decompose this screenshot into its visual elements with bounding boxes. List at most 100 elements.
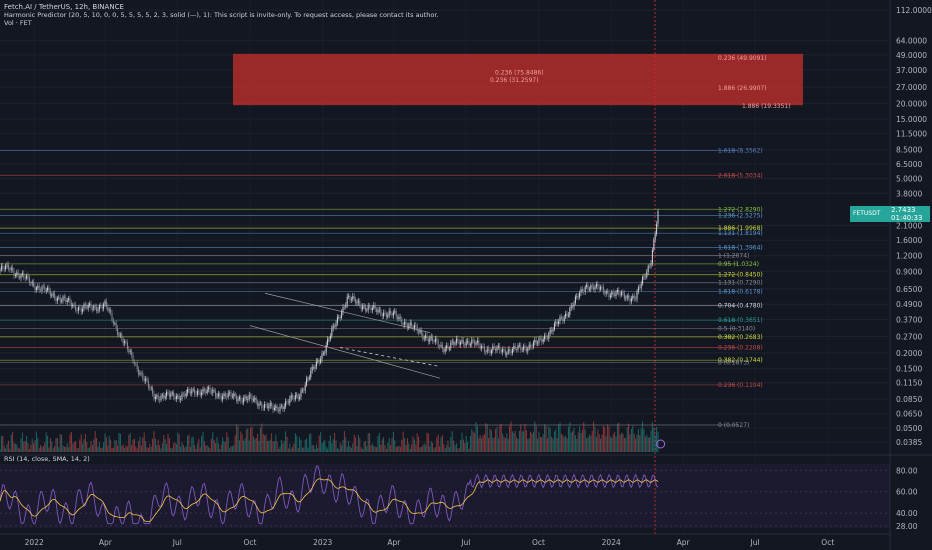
candle-body — [286, 401, 288, 402]
candle-body — [233, 393, 235, 397]
volume-bar — [350, 447, 352, 452]
volume-bar — [327, 448, 329, 452]
volume-bar — [441, 435, 443, 452]
volume-bar — [483, 434, 485, 452]
volume-bar — [0, 435, 2, 452]
volume-bar — [196, 443, 198, 452]
candle-body — [598, 287, 600, 290]
candle-body — [38, 286, 40, 290]
rsi-series — [0, 465, 659, 525]
symbol-title[interactable]: Fetch.AI / TetherUS, 12h, BINANCE — [4, 3, 124, 11]
candle-body — [616, 290, 618, 292]
candle-body — [345, 304, 347, 308]
candle-body — [458, 341, 460, 345]
volume-bar — [215, 443, 217, 452]
volume-bar — [121, 445, 123, 452]
volume-bar — [44, 442, 46, 452]
volume-bar — [390, 445, 392, 452]
volume-bar — [9, 448, 11, 452]
candle-body — [16, 272, 18, 275]
volume-bar — [301, 447, 303, 452]
volume-bar — [310, 433, 312, 452]
volume-bar — [275, 434, 277, 452]
candle-body — [6, 264, 8, 266]
volume-bar — [562, 434, 564, 452]
rsi-legend[interactable]: RSI (14, close, SMA, 14, 2) — [4, 455, 90, 463]
candles — [0, 208, 659, 415]
candle-body — [322, 353, 324, 354]
volume-bar — [346, 446, 348, 452]
harmonic-level-label: 0.382 (0.2683) — [718, 334, 763, 341]
candle-body — [360, 305, 362, 310]
candle-body — [328, 338, 330, 340]
candle-body — [485, 351, 487, 353]
indicator-legend[interactable]: Harmonic Predictor (20, 5, 10, 0, 0, 5, … — [4, 11, 439, 19]
volume-bar — [129, 432, 131, 452]
candle-body — [294, 395, 296, 400]
candle-body — [525, 348, 527, 352]
volume-bar — [16, 444, 18, 452]
candle-body — [576, 296, 578, 297]
volume-bar — [615, 436, 617, 452]
candle-body — [56, 297, 58, 302]
candle-body — [266, 404, 268, 409]
volume-bar — [220, 444, 222, 452]
candle-body — [107, 306, 109, 311]
volume-bar — [105, 437, 107, 452]
volume-bar — [289, 443, 291, 452]
candle-body — [476, 340, 478, 343]
volume-bar — [642, 421, 644, 452]
volume-bar — [187, 435, 189, 452]
candle-body — [258, 403, 260, 407]
volume-bar — [437, 434, 439, 452]
candle-body — [317, 360, 319, 362]
candle-body — [408, 325, 410, 328]
candle-body — [111, 312, 113, 321]
volume-bar — [13, 442, 15, 452]
volume-bar — [237, 426, 239, 452]
candle-body — [7, 264, 9, 270]
volume-bar — [464, 443, 466, 452]
volume-bar — [563, 436, 565, 452]
candle-body — [405, 321, 407, 325]
candle-body — [289, 398, 291, 404]
volume-bar — [163, 435, 165, 452]
candle-body — [215, 391, 217, 397]
volume-bar — [136, 448, 138, 452]
volume-bar — [349, 446, 351, 452]
price-tick-label: 64.0000 — [896, 36, 927, 45]
price-tick-label: 37.0000 — [896, 66, 927, 75]
candle-body — [516, 349, 518, 350]
candle-body — [189, 391, 191, 394]
candle-body — [224, 393, 226, 397]
candle-body — [254, 397, 256, 400]
volume-bar — [147, 448, 149, 452]
volume-bar — [297, 447, 299, 452]
candle-body — [584, 286, 586, 292]
volume-bar — [509, 426, 511, 452]
candle-body — [651, 250, 653, 264]
candle-body — [374, 305, 376, 309]
candle-body — [210, 391, 212, 393]
candle-body — [171, 392, 173, 395]
volume-bar — [2, 436, 4, 452]
harmonic-level-label: 1.618 (1.3964) — [718, 245, 763, 252]
volume-bar — [632, 425, 634, 452]
volume-bar — [89, 447, 91, 452]
candle-body — [637, 287, 639, 292]
price-tick-label: 0.4900 — [896, 300, 922, 309]
candle-body — [45, 290, 47, 291]
candle-body — [496, 347, 498, 351]
candle-body — [66, 300, 68, 302]
candle-body — [642, 277, 644, 284]
candle-body — [511, 349, 513, 354]
candle-body — [219, 393, 221, 397]
volume-legend[interactable]: Vol · FET — [4, 19, 32, 27]
candle-body — [247, 399, 249, 400]
candle-body — [208, 387, 210, 390]
volume-bar — [567, 426, 569, 452]
volume-bar — [90, 441, 92, 452]
candle-body — [231, 396, 233, 398]
